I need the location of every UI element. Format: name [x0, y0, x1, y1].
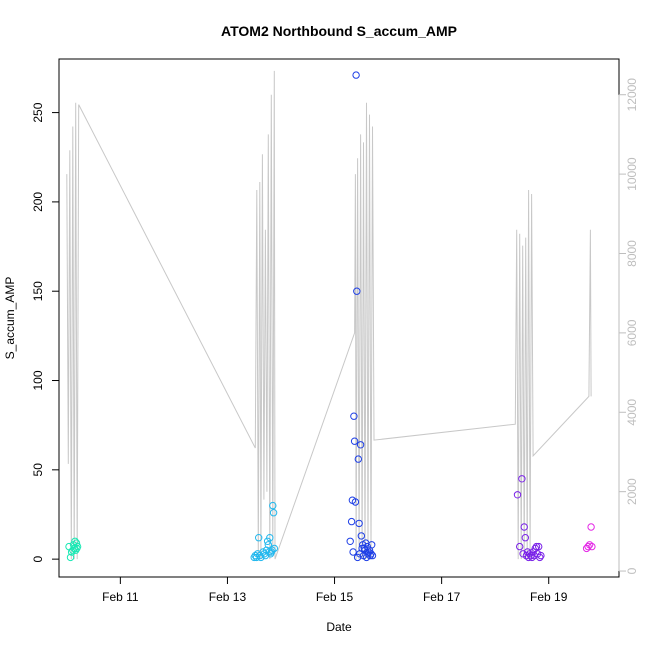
data-point	[363, 542, 371, 551]
data-point	[72, 539, 81, 547]
data-point	[255, 534, 263, 542]
y-axis-label: S_accum_AMP	[3, 277, 17, 360]
y-axis: 0 50 100 150 200 250	[31, 102, 60, 562]
data-point	[352, 71, 360, 79]
data-point	[520, 523, 528, 531]
y-tick-label: 100	[31, 370, 45, 390]
data-point	[69, 546, 77, 554]
series-1	[250, 501, 278, 562]
y2-tick-label: 8000	[625, 240, 639, 267]
data-point	[532, 542, 541, 551]
data-point	[264, 541, 272, 549]
data-point	[584, 542, 592, 551]
y-tick-label: 150	[31, 281, 45, 301]
x-axis: Feb 11 Feb 13 Feb 15 Feb 17 Feb 19	[102, 576, 568, 604]
y-tick-label: 50	[31, 463, 45, 477]
series-3	[513, 475, 545, 562]
data-point	[368, 551, 377, 560]
data-point	[350, 437, 359, 445]
y2-tick-label: 6000	[625, 319, 639, 346]
data-point	[263, 537, 272, 545]
data-point	[268, 546, 276, 554]
data-point	[72, 546, 80, 554]
data-point	[537, 551, 545, 560]
series-2	[346, 71, 377, 562]
data-point	[358, 544, 366, 553]
data-point	[269, 501, 277, 510]
chart-title: ATOM2 Northbound S_accum_AMP	[221, 23, 457, 39]
data-point	[516, 542, 524, 551]
y2-tick-label: 4000	[625, 399, 639, 426]
line-series	[66, 70, 592, 560]
data-point	[588, 542, 596, 551]
plot-area	[58, 58, 620, 578]
data-point	[585, 541, 594, 549]
x-axis-label: Date	[326, 620, 352, 634]
series-4	[582, 523, 596, 553]
y-tick-label: 200	[31, 192, 45, 212]
y-tick-label: 0	[31, 555, 45, 562]
data-point	[535, 542, 543, 551]
data-point	[73, 542, 82, 551]
y2-tick-label: 12000	[625, 78, 639, 112]
data-point	[513, 491, 522, 499]
data-point	[368, 541, 376, 549]
x-tick-label: Feb 13	[209, 590, 247, 604]
data-point	[527, 551, 535, 560]
points-layer	[65, 71, 596, 562]
series-0	[65, 537, 82, 562]
y2-tick-label: 10000	[625, 157, 639, 191]
x-tick-label: Feb 17	[423, 590, 461, 604]
data-point	[350, 412, 358, 420]
data-point	[349, 548, 357, 556]
data-point	[270, 544, 278, 553]
data-point	[367, 550, 375, 558]
y2-tick-label: 2000	[625, 478, 639, 505]
data-point	[528, 553, 536, 562]
x-tick-label: Feb 11	[102, 590, 139, 604]
data-point	[364, 550, 372, 558]
data-point	[66, 553, 75, 562]
x-tick-label: Feb 15	[316, 590, 354, 604]
data-point	[357, 532, 365, 540]
data-point	[587, 523, 595, 531]
x-tick-label: Feb 19	[530, 590, 568, 604]
data-point	[518, 475, 526, 483]
line-series-layer	[66, 70, 592, 560]
data-point	[266, 534, 274, 542]
data-point	[269, 509, 278, 517]
data-point	[529, 548, 537, 556]
data-point	[536, 553, 544, 562]
y-tick-label: 250	[31, 102, 45, 122]
data-point	[353, 287, 361, 295]
data-point	[356, 441, 365, 449]
data-point	[355, 519, 363, 528]
y2-tick-label: 0	[625, 567, 639, 574]
data-point	[351, 498, 360, 506]
data-point	[521, 534, 529, 542]
data-point	[354, 455, 362, 463]
data-point	[346, 537, 354, 545]
y2-axis: 0 2000 4000 6000 8000 10000 12000	[618, 78, 639, 574]
data-point	[347, 517, 356, 526]
